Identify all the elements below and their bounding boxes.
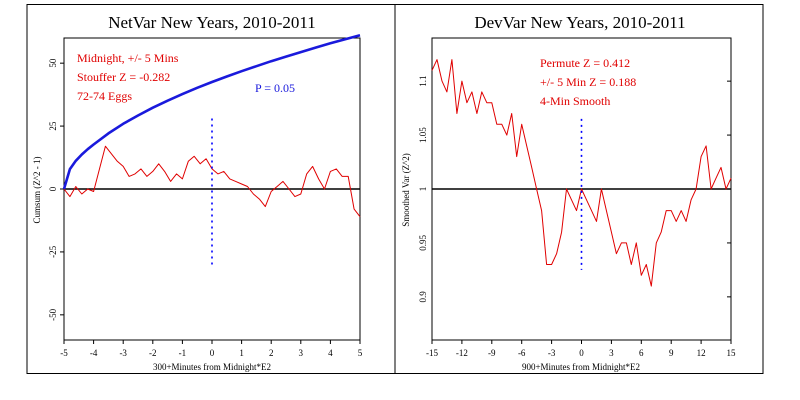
devvar-ytick-label: 0.9 <box>418 291 428 303</box>
netvar-annotation-2: Stouffer Z = -0.282 <box>77 70 170 84</box>
devvar-xtick-label: 15 <box>727 348 737 358</box>
devvar-xtick-label: -3 <box>548 348 556 358</box>
devvar-xtick-label: 12 <box>697 348 706 358</box>
devvar-ylabel: Smoothed Var (Z^2) <box>401 153 411 227</box>
netvar-annotation-1: Midnight, +/- 5 Mins <box>77 51 179 65</box>
devvar-ytick-label: 1.1 <box>418 76 428 87</box>
devvar-annotation-1: Permute Z = 0.412 <box>540 56 630 70</box>
netvar-xtick-label: 1 <box>239 348 244 358</box>
netvar-ytick-label: -25 <box>48 245 58 257</box>
devvar-title: DevVar New Years, 2010-2011 <box>474 13 685 32</box>
devvar-xlabel: 900+Minutes from Midnight*E2 <box>522 362 640 372</box>
devvar-annotation-2: +/- 5 Min Z = 0.188 <box>540 75 636 89</box>
devvar-xtick-label: -6 <box>518 348 526 358</box>
netvar-ytick-label: 50 <box>48 58 58 68</box>
netvar-xtick-label: -4 <box>90 348 98 358</box>
netvar-xtick-label: -5 <box>60 348 68 358</box>
netvar-ytick-label: 0 <box>48 186 58 191</box>
netvar-xlabel: 300+Minutes from Midnight*E2 <box>153 362 271 372</box>
devvar-series-line <box>431 59 732 287</box>
devvar-ytick-label: 0.95 <box>418 235 428 251</box>
devvar-xtick-label: -15 <box>426 348 438 358</box>
devvar-xtick-label: 6 <box>639 348 644 358</box>
devvar-xtick-label: -12 <box>456 348 468 358</box>
netvar-title: NetVar New Years, 2010-2011 <box>108 13 316 32</box>
devvar-xtick-label: 3 <box>609 348 614 358</box>
devvar-annotation-3: 4-Min Smooth <box>540 94 610 108</box>
netvar-xtick-label: -2 <box>149 348 157 358</box>
netvar-ytick-label: 25 <box>48 121 58 131</box>
devvar-ytick-label: 1 <box>418 187 428 192</box>
netvar-chart: NetVar New Years, 2010-2011 -5 -4 -3 -2 -1 0 1… <box>32 13 363 372</box>
netvar-series-p05-envelope <box>62 33 361 190</box>
netvar-xtick-label: 4 <box>328 348 333 358</box>
netvar-xtick-label: -1 <box>179 348 187 358</box>
devvar-chart: DevVar New Years, 2010-2011 -15 -12 -9 -6 -3… <box>401 13 736 372</box>
netvar-ytick-label: -50 <box>48 308 58 320</box>
netvar-series-line <box>63 145 361 218</box>
netvar-annotation-3: 72-74 Eggs <box>77 89 132 103</box>
netvar-xtick-label: -3 <box>119 348 127 358</box>
devvar-ytick-label: 1.05 <box>418 127 428 143</box>
devvar-xtick-label: -9 <box>488 348 496 358</box>
netvar-xtick-label: 2 <box>269 348 274 358</box>
netvar-p-label: P = 0.05 <box>255 81 295 95</box>
devvar-xtick-label: 9 <box>669 348 674 358</box>
netvar-xtick-label: 3 <box>299 348 304 358</box>
netvar-xtick-label: 0 <box>210 348 215 358</box>
netvar-xtick-label: 5 <box>358 348 363 358</box>
devvar-xtick-label: 0 <box>579 348 584 358</box>
right-panel-frame <box>394 4 764 374</box>
netvar-ylabel: Cumsum (Z^2 - 1) <box>32 157 42 224</box>
